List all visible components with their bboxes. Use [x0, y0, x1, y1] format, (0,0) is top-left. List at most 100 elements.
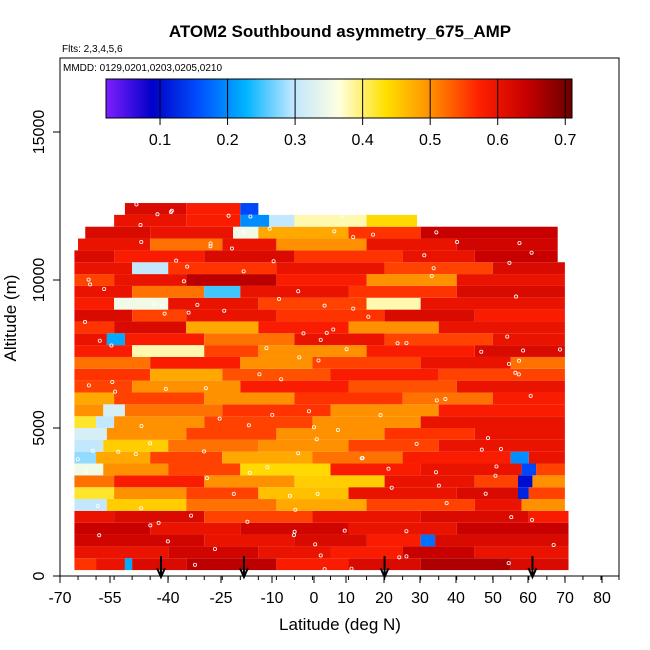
- sample-dot: [506, 561, 511, 566]
- sample-dot: [314, 437, 319, 442]
- sample-dot: [483, 491, 488, 496]
- heatmap-cell: [474, 345, 565, 357]
- sample-dot: [529, 250, 534, 255]
- sample-dot: [279, 377, 284, 382]
- colorbar-tick-label: 0.1: [149, 132, 171, 149]
- heatmap-cell: [74, 285, 133, 298]
- sample-dot: [257, 372, 262, 377]
- y-axis-label: Altitude (m): [1, 275, 20, 362]
- x-axis: -70 -55 -40 -25 -10 0 10 20 30 40 50 60 70 80: [48, 576, 620, 607]
- sample-dot: [414, 441, 419, 446]
- heatmap-cell: [74, 463, 104, 476]
- heatmap-cell: [420, 463, 522, 476]
- colorbar-tick-label: 0.4: [352, 132, 374, 149]
- heatmap-cell: [402, 451, 511, 464]
- heatmap-cell: [233, 226, 259, 239]
- heatmap-cell: [168, 463, 241, 476]
- heatmap-cell: [384, 428, 475, 440]
- sample-dot: [217, 416, 222, 421]
- heatmap-cell: [74, 262, 133, 275]
- sample-dot: [517, 241, 522, 246]
- heatmap-cell: [528, 451, 565, 464]
- sample-dot: [241, 229, 246, 234]
- heatmap-cell: [96, 558, 125, 571]
- sample-dot: [516, 358, 521, 363]
- heatmap-cell: [330, 368, 439, 381]
- heatmap-cell: [74, 546, 169, 559]
- sample-dot: [498, 446, 503, 451]
- heatmap-cell: [114, 487, 187, 500]
- y-tick-label: 10000: [31, 258, 48, 303]
- sample-dot: [267, 226, 272, 231]
- heatmap-cell: [222, 404, 331, 417]
- heatmap-cell: [204, 333, 295, 346]
- heatmap-cell: [74, 274, 115, 286]
- sample-dot: [139, 240, 144, 245]
- heatmap-cell: [168, 546, 259, 559]
- heatmap-cell: [420, 558, 511, 571]
- sample-dot: [436, 483, 441, 488]
- heatmap-cell: [258, 226, 349, 239]
- heatmap-cell: [492, 392, 565, 405]
- x-tick-label: -10: [260, 590, 283, 607]
- x-tick-label: -70: [48, 590, 71, 607]
- heatmap-cell: [536, 463, 565, 476]
- y-tick-label: 0: [31, 571, 48, 580]
- sample-dot: [186, 310, 191, 315]
- sample-dot: [245, 519, 250, 524]
- heatmap-cell: [366, 297, 421, 310]
- heatmap-cell: [114, 321, 187, 334]
- sample-dot: [493, 473, 498, 478]
- heatmap-cell: [186, 487, 259, 500]
- heatmap-cell: [106, 428, 187, 440]
- heatmap-cell: [402, 392, 493, 405]
- heatmap-cell: [96, 451, 151, 464]
- sample-dot: [340, 213, 345, 218]
- heatmap-cell: [78, 238, 151, 251]
- heatmap-cell: [168, 297, 259, 310]
- colorbar-gradient: [105, 78, 573, 119]
- flights-subtitle: Flts: 2,3,4,5,6: [62, 44, 123, 55]
- heatmap-cell: [492, 262, 565, 275]
- heatmap-cell: [204, 285, 241, 298]
- sample-dot: [311, 425, 316, 430]
- sample-dot: [110, 380, 115, 385]
- sample-dot: [231, 491, 236, 496]
- colorbar: 0.1 0.2 0.3 0.4 0.5 0.6 0.7: [105, 78, 576, 149]
- sample-dot: [189, 513, 194, 518]
- sample-dot: [530, 517, 535, 522]
- sample-dot: [332, 229, 337, 234]
- heatmap-cell: [312, 416, 421, 428]
- sample-dots-layer: [75, 202, 562, 572]
- heatmap-cell: [348, 522, 457, 535]
- sample-dot: [162, 311, 167, 316]
- heatmap-cell: [74, 475, 115, 488]
- heatmap-cell: [114, 392, 205, 405]
- heatmap-cell: [258, 546, 331, 559]
- sample-dot: [222, 308, 227, 313]
- heatmap-cell: [258, 297, 367, 310]
- sample-dot: [322, 303, 327, 308]
- sample-dot: [429, 273, 434, 278]
- x-tick-label: 0: [310, 590, 319, 607]
- sample-dot: [248, 214, 253, 219]
- sample-dot: [270, 412, 275, 417]
- sample-dot: [265, 465, 270, 470]
- sample-dot: [246, 423, 251, 428]
- sample-dot: [521, 348, 526, 353]
- dates-subtitle: MMDD: 0129,0201,0203,0205,0210: [63, 63, 222, 74]
- sample-dot: [386, 466, 391, 471]
- sample-dot: [97, 533, 102, 538]
- sample-dot: [557, 347, 562, 352]
- heatmap-cell: [96, 416, 115, 428]
- sample-dot: [479, 447, 484, 452]
- sample-dot: [528, 393, 533, 398]
- sample-dot: [318, 337, 323, 342]
- sample-dot: [494, 464, 499, 469]
- heatmap-cell: [510, 451, 529, 464]
- heatmap-cell: [384, 309, 475, 322]
- sample-dot: [506, 361, 511, 366]
- x-tick-label: 80: [593, 590, 611, 607]
- heatmap-cell: [348, 439, 439, 452]
